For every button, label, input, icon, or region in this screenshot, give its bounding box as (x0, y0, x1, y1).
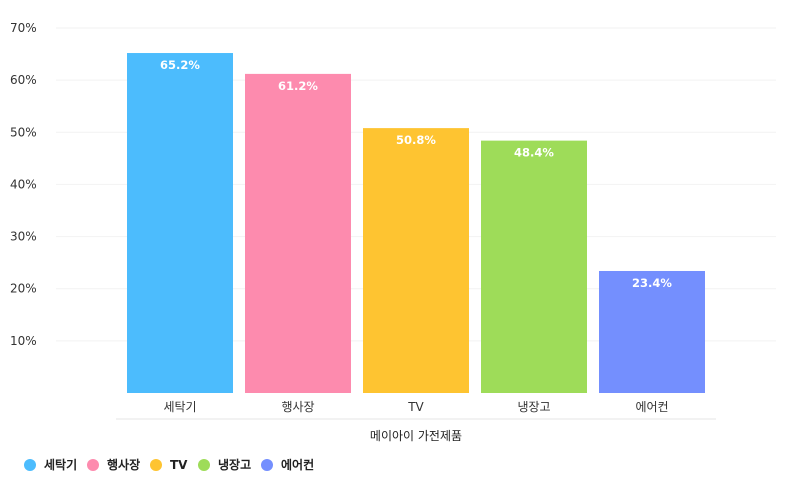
data-label: 48.4% (514, 146, 554, 160)
y-tick-label: 60% (10, 73, 37, 87)
legend-marker (24, 459, 36, 471)
x-tick-label: TV (407, 400, 424, 414)
bar-1 (127, 53, 233, 394)
x-tick-label: 세탁기 (163, 400, 196, 414)
y-tick-label: 30% (10, 230, 37, 244)
x-tick-label: 행사장 (281, 399, 314, 414)
bar-4 (481, 140, 587, 393)
legend-item-label: 에어컨 (281, 457, 314, 472)
data-label: 65.2% (160, 58, 200, 72)
legend-item-label: TV (170, 458, 188, 472)
data-label: 61.2% (278, 79, 318, 93)
legend-marker (150, 459, 162, 471)
x-axis-label: 메이아이 가전제품 (370, 429, 462, 443)
y-tick-label: 40% (10, 177, 37, 191)
legend-item-label: 냉장고 (218, 457, 251, 472)
x-axis-categories: 세탁기 행사장 TV 냉장고 에어컨 (163, 399, 668, 414)
legend-marker (261, 459, 273, 471)
bar-5 (599, 270, 705, 393)
y-axis-ticks: 10% 20% 30% 40% 50% 60% 70% (10, 21, 37, 348)
legend: 세탁기 행사장 TV 냉장고 에어컨 (24, 457, 314, 472)
bar-2 (245, 73, 351, 393)
bar-3 (363, 128, 469, 393)
y-tick-label: 70% (10, 21, 37, 35)
legend-marker (198, 459, 210, 471)
y-tick-label: 20% (10, 282, 37, 296)
legend-marker (87, 459, 99, 471)
y-tick-label: 50% (10, 125, 37, 139)
y-tick-label: 10% (10, 334, 37, 348)
legend-item-label: 세탁기 (44, 457, 77, 472)
x-tick-label: 냉장고 (517, 400, 550, 414)
data-label: 50.8% (396, 133, 436, 147)
x-tick-label: 에어컨 (635, 400, 668, 414)
bars: 65.2% 61.2% 50.8% 48.4% 23.4% (127, 53, 705, 394)
data-label: 23.4% (632, 276, 672, 290)
legend-item-label: 행사장 (107, 457, 140, 472)
